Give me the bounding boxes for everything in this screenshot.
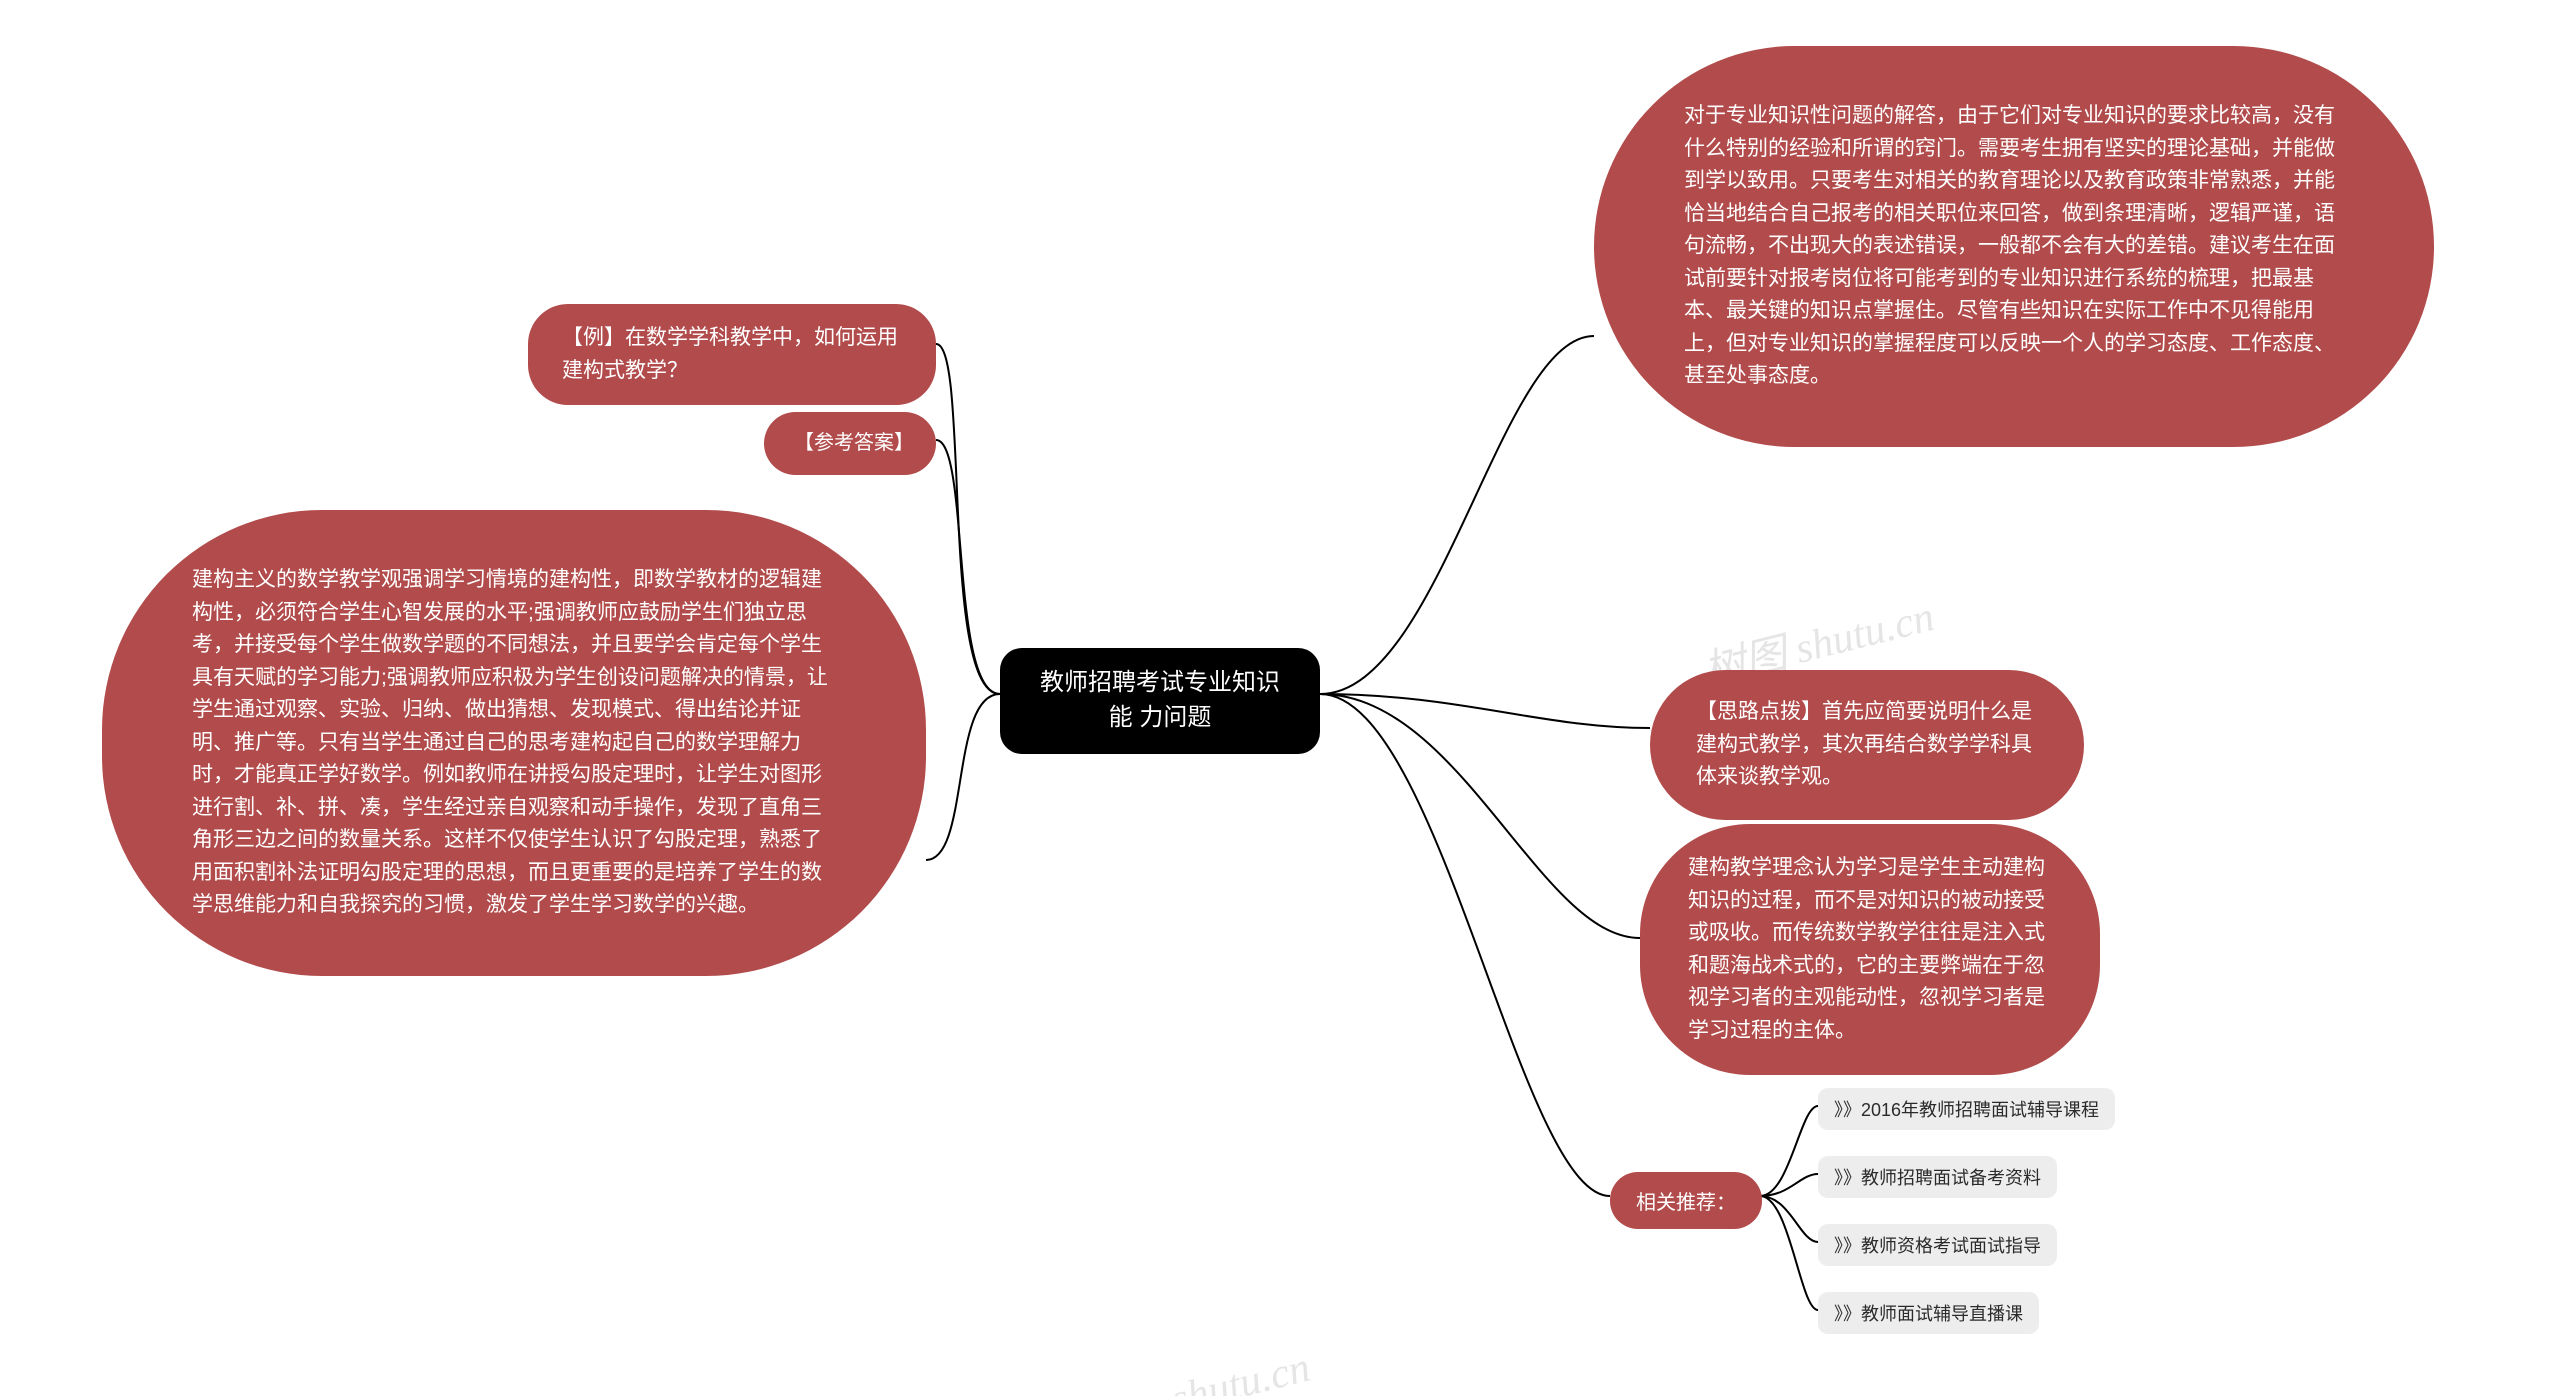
- node-concept[interactable]: 建构教学理念认为学习是学生主动建构知识的过程，而不是对知识的被动接受或吸收。而传…: [1640, 824, 2100, 1075]
- leaf-item[interactable]: 》》教师招聘面试备考资料: [1818, 1156, 2057, 1198]
- leaf-item[interactable]: 》》2016年教师招聘面试辅导课程: [1818, 1088, 2115, 1130]
- center-node[interactable]: 教师招聘考试专业知识能 力问题: [1000, 648, 1320, 754]
- node-recommend[interactable]: 相关推荐：: [1610, 1172, 1762, 1229]
- leaf-item[interactable]: 》》教师资格考试面试指导: [1818, 1224, 2057, 1266]
- node-top-block[interactable]: 对于专业知识性问题的解答，由于它们对专业知识的要求比较高，没有什么特别的经验和所…: [1594, 46, 2434, 447]
- node-hint[interactable]: 【思路点拨】首先应简要说明什么是建构式教学，其次再结合数学学科具体来谈教学观。: [1650, 670, 2084, 820]
- node-answer-label[interactable]: 【参考答案】: [764, 412, 936, 475]
- mindmap-canvas: 树图 shutu.cn 树图 shutu.cn shutu.cn 教师招聘考试专…: [0, 0, 2560, 1396]
- node-example[interactable]: 【例】在数学学科教学中，如何运用建构式教学？: [528, 304, 936, 405]
- leaf-item[interactable]: 》》教师面试辅导直播课: [1818, 1292, 2039, 1334]
- node-long-answer[interactable]: 建构主义的数学教学观强调学习情境的建构性，即数学教材的逻辑建构性，必须符合学生心…: [102, 510, 926, 976]
